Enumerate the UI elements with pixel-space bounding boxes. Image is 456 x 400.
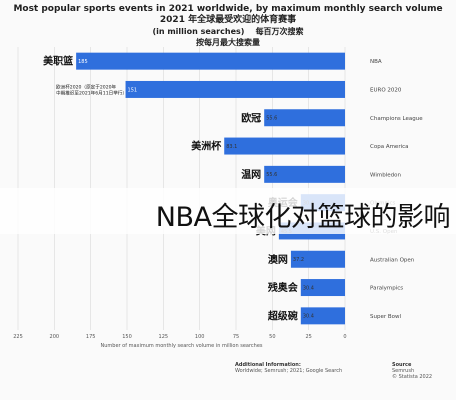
bar [264, 109, 345, 127]
data-label: 30.4 [303, 314, 314, 320]
euro-annotation-line-1: 欧洲杯2020（原定于2020年 [56, 83, 117, 90]
category-label-zh: 美职篮 [43, 55, 73, 68]
euro-annotation-line-2: 中期推迟至2021年6月11日举行） [56, 89, 127, 96]
additional-info-text: Worldwide; Semrush; 2021; Google Search [235, 368, 343, 374]
source-copyright: © Statista 2022 [392, 374, 433, 380]
chart-title-zh-1: 2021 年全球最受欢迎的体育赛事 [0, 15, 456, 26]
category-label-zh: 欧冠 [241, 111, 261, 124]
chart-title-line-1: Most popular sports events in 2021 world… [13, 4, 443, 14]
bar [224, 137, 345, 155]
bar [264, 165, 345, 183]
bar [300, 279, 345, 297]
bar [300, 307, 345, 325]
additional-info-heading: Additional Information: [235, 362, 301, 368]
data-label: 55.6 [266, 172, 277, 178]
x-tick-label: 225 [13, 334, 23, 340]
category-label: Copa America [370, 144, 409, 150]
data-label: 185 [78, 59, 88, 65]
x-tick-label: 175 [86, 334, 96, 340]
category-label-zh: 美洲杯 [191, 140, 222, 153]
data-label: 151 [128, 87, 138, 93]
category-label: NBA [370, 59, 382, 65]
bar [125, 80, 346, 98]
chart-title-zh-3-text: 按每月最大搜索量 [196, 38, 260, 47]
bar [290, 250, 345, 268]
category-label: Champions League [370, 116, 423, 122]
source-heading: Source [392, 362, 412, 368]
headline-overlay [0, 188, 456, 234]
x-tick-label: 0 [343, 334, 346, 340]
chart-subtitle: (in million searches) 每百万次搜索 [0, 26, 456, 37]
x-tick-label: 200 [50, 334, 60, 340]
x-tick-label: 100 [195, 334, 205, 340]
data-label: 83.1 [226, 144, 237, 150]
category-label-zh: 澳网 [268, 253, 288, 266]
category-label: EURO 2020 [370, 87, 402, 93]
chart-title: Most popular sports events in 2021 world… [0, 4, 456, 15]
chart-subtitle-text: (in million searches) [152, 27, 245, 36]
category-label-zh: 残奥会 [268, 281, 298, 294]
x-tick-label: 125 [159, 334, 169, 340]
x-tick-label: 150 [122, 334, 132, 340]
data-label: 30.4 [303, 285, 314, 291]
chart-title-zh-1-text: 2021 年全球最受欢迎的体育赛事 [159, 15, 297, 25]
additional-info: Additional Information: Worldwide; Semru… [235, 362, 342, 374]
bar [76, 52, 345, 70]
chart-subtitle-zh: 每百万次搜索 [255, 27, 304, 36]
chart-title-zh-3: 按每月最大搜索量 [0, 37, 456, 48]
source-name: Semrush [392, 368, 415, 374]
x-tick-label: 50 [269, 334, 275, 340]
x-tick-label: 25 [305, 334, 311, 340]
x-axis-title: Number of maximum monthly search volume … [100, 343, 262, 349]
category-label-zh: 超级碗 [267, 309, 298, 322]
category-label: Australian Open [370, 257, 415, 263]
category-label: Paralympics [370, 286, 403, 292]
headline-overlay-text: NBA全球化对篮球的影响 [155, 202, 451, 233]
x-tick-label: 75 [233, 334, 239, 340]
data-label: 37.2 [293, 257, 304, 263]
data-label: 55.6 [266, 116, 277, 122]
source-block: Source Semrush © Statista 2022 [392, 362, 432, 380]
category-label-zh: 温网 [241, 168, 261, 181]
category-label: Wimbledon [370, 172, 401, 178]
category-label: Super Bowl [370, 314, 401, 320]
